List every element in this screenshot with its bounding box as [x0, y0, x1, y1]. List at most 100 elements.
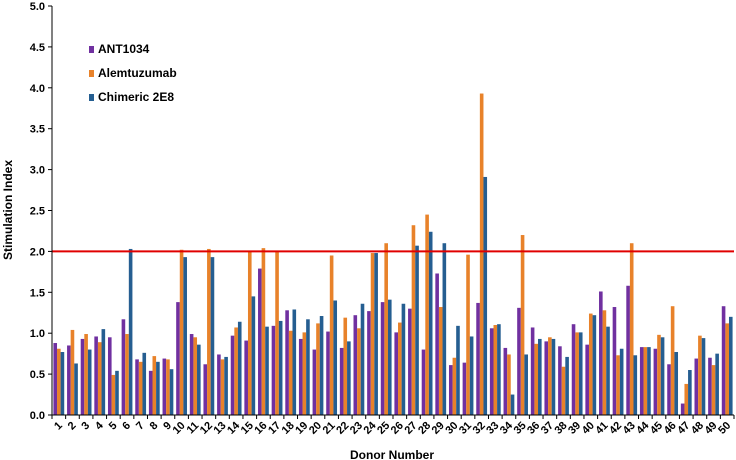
bar-ant1034-donor-49: [708, 357, 712, 415]
bar-ant1034-donor-30: [448, 365, 453, 415]
bar-series-group: [53, 93, 733, 415]
bar-chimeric-2e8-donor-40: [592, 315, 597, 415]
bar-alemtuzumab-donor-20: [316, 323, 320, 415]
bar-alemtuzumab-donor-8: [152, 356, 157, 415]
x-tick-label: 6: [120, 420, 133, 433]
bar-alemtuzumab-donor-29: [438, 307, 443, 415]
bar-ant1034-donor-48: [694, 358, 699, 415]
x-tick-labels: 1 2 3 4 5 6 7 8 91011121314151617181920212223242…: [51, 415, 735, 437]
bar-alemtuzumab-donor-25: [384, 243, 388, 415]
bar-alemtuzumab-donor-50: [725, 323, 729, 415]
bar-alemtuzumab-donor-1: [57, 348, 61, 415]
bar-ant1034-donor-16: [258, 268, 262, 415]
bar-ant1034-donor-41: [599, 291, 603, 415]
bar-alemtuzumab-donor-44: [643, 347, 648, 415]
bar-ant1034-donor-46: [667, 364, 671, 415]
bar-ant1034-donor-20: [312, 349, 317, 415]
y-tick-label: 3.5: [30, 124, 45, 136]
bar-alemtuzumab-donor-42: [616, 355, 620, 415]
bar-chimeric-2e8-donor-29: [442, 243, 447, 415]
bar-ant1034-donor-12: [203, 364, 208, 415]
bar-alemtuzumab-donor-46: [670, 306, 675, 415]
bar-chimeric-2e8-donor-21: [333, 300, 338, 415]
bar-chimeric-2e8-donor-37: [551, 338, 556, 415]
bar-chimeric-2e8-donor-23: [360, 303, 365, 415]
bar-ant1034-donor-7: [135, 359, 139, 415]
bar-alemtuzumab-donor-38: [561, 366, 566, 415]
bar-ant1034-donor-14: [230, 335, 235, 415]
bar-alemtuzumab-donor-43: [629, 243, 634, 415]
bar-chimeric-2e8-donor-30: [456, 325, 460, 415]
bar-alemtuzumab-donor-12: [207, 248, 211, 415]
bar-alemtuzumab-donor-49: [711, 365, 716, 415]
x-tick-label: 1: [52, 420, 65, 433]
bar-alemtuzumab-donor-36: [534, 343, 539, 415]
bar-ant1034-donor-34: [503, 347, 508, 415]
x-tick-label: 50: [716, 420, 733, 437]
bar-chimeric-2e8-donor-16: [265, 326, 269, 415]
bar-ant1034-donor-9: [162, 358, 167, 415]
legend-label-chimeric-2e8: Chimeric 2E8: [98, 90, 174, 104]
legend-swatch-chimeric-2e8: [89, 94, 94, 101]
bar-chimeric-2e8-donor-11: [197, 344, 201, 415]
bar-alemtuzumab-donor-24: [370, 253, 375, 415]
legend: ANT1034 Alemtuzumab Chimeric 2E8: [89, 42, 177, 104]
bar-chimeric-2e8-donor-2: [74, 363, 78, 415]
bar-ant1034-donor-32: [476, 302, 480, 415]
bar-alemtuzumab-donor-22: [343, 317, 348, 415]
bar-chimeric-2e8-donor-3: [87, 349, 92, 415]
bar-ant1034-donor-2: [67, 345, 71, 415]
bar-alemtuzumab-donor-14: [234, 327, 238, 415]
bar-chimeric-2e8-donor-34: [510, 394, 515, 415]
bar-alemtuzumab-donor-33: [493, 325, 498, 415]
bar-ant1034-donor-19: [298, 338, 303, 415]
y-tick-label: 4.5: [30, 42, 45, 54]
y-tick-label: 2.0: [30, 246, 45, 258]
bar-chimeric-2e8-donor-48: [701, 338, 706, 415]
bar-chimeric-2e8-donor-13: [224, 356, 228, 415]
bar-chimeric-2e8-donor-36: [538, 338, 542, 415]
bar-alemtuzumab-donor-16: [261, 248, 266, 415]
legend-label-alemtuzumab: Alemtuzumab: [98, 66, 177, 80]
bar-chimeric-2e8-donor-27: [415, 245, 419, 415]
bar-ant1034-donor-40: [585, 344, 589, 415]
x-tick-label: 8: [148, 420, 161, 433]
bar-alemtuzumab-donor-17: [275, 251, 279, 415]
y-tick-label: 1.0: [30, 328, 45, 340]
bar-ant1034-donor-38: [558, 346, 562, 415]
bar-chimeric-2e8-donor-24: [374, 253, 378, 415]
legend-swatch-ant1034: [89, 46, 94, 53]
bar-chimeric-2e8-donor-14: [237, 321, 242, 415]
bar-alemtuzumab-donor-13: [220, 359, 225, 415]
bar-chimeric-2e8-donor-9: [169, 369, 174, 415]
bar-ant1034-donor-43: [626, 285, 630, 415]
bar-alemtuzumab-donor-48: [698, 335, 702, 415]
y-tick-label: 1.5: [30, 287, 45, 299]
bar-alemtuzumab-donor-21: [329, 255, 334, 415]
bar-alemtuzumab-donor-45: [657, 334, 661, 415]
x-tick-label: 4: [93, 419, 106, 432]
bar-alemtuzumab-donor-3: [84, 334, 88, 415]
bar-alemtuzumab-donor-27: [411, 225, 416, 415]
bar-chimeric-2e8-donor-35: [524, 354, 528, 415]
bar-ant1034-donor-45: [653, 348, 658, 415]
bar-alemtuzumab-donor-47: [684, 383, 689, 415]
bar-ant1034-donor-29: [435, 273, 439, 415]
bar-alemtuzumab-donor-31: [466, 254, 470, 415]
bar-ant1034-donor-26: [394, 332, 399, 415]
bar-alemtuzumab-donor-30: [452, 357, 457, 415]
bar-chimeric-2e8-donor-32: [483, 176, 488, 415]
y-tick-labels: 0.0 0.5 1.0 1.5 2.0 2.5 3.0 3.5 4.0 4.5 5.0: [30, 1, 52, 422]
y-tick-label: 2.5: [30, 206, 45, 218]
bar-ant1034-donor-17: [271, 325, 276, 415]
y-tick-label: 4.0: [30, 83, 45, 95]
bar-alemtuzumab-donor-18: [288, 330, 293, 415]
bar-ant1034-donor-11: [189, 334, 194, 415]
bar-chimeric-2e8-donor-33: [497, 324, 501, 415]
bar-ant1034-donor-50: [721, 306, 726, 415]
bar-chimeric-2e8-donor-41: [606, 326, 610, 415]
bar-chimeric-2e8-donor-42: [619, 348, 624, 415]
bar-alemtuzumab-donor-11: [193, 337, 198, 415]
x-tick-label: 7: [134, 420, 147, 433]
bar-chimeric-2e8-donor-28: [428, 231, 433, 415]
